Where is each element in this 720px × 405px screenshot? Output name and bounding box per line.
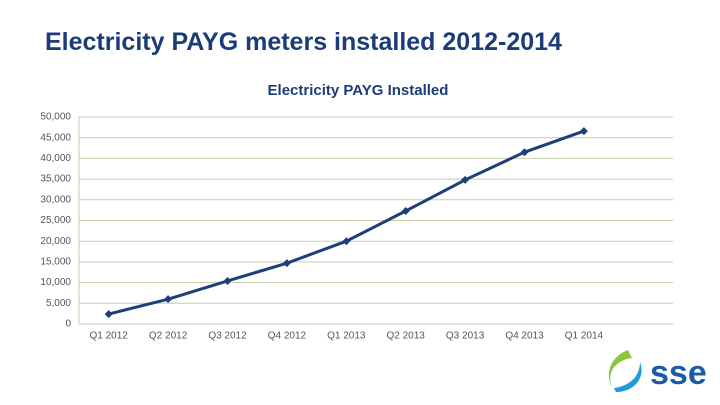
data-point [579,127,588,136]
logo-swirl [614,362,642,392]
x-tick-label: Q2 2012 [149,331,188,342]
y-tick-label: 45,000 [40,132,71,143]
logo-text: sse [650,354,707,392]
x-tick-label: Q1 2012 [90,331,129,342]
y-tick-label: 0 [65,319,71,330]
data-point [104,310,113,319]
x-tick-label: Q4 2012 [268,331,307,342]
x-tick-label: Q2 2013 [387,331,426,342]
chart-title: Electricity PAYG Installed [268,82,449,99]
slide-title: Electricity PAYG meters installed 2012-2… [45,28,562,56]
y-tick-label: 10,000 [40,277,71,288]
y-tick-label: 40,000 [40,153,71,164]
data-point [461,175,470,184]
y-tick-label: 30,000 [40,194,71,205]
data-point [282,259,291,268]
y-tick-label: 15,000 [40,257,71,268]
x-tick-label: Q1 2014 [565,331,604,342]
logo: sse [608,350,707,392]
data-point [520,148,529,157]
x-tick-label: Q3 2013 [446,331,485,342]
y-tick-label: 50,000 [40,112,71,123]
data-point [342,237,351,246]
x-tick-label: Q3 2012 [208,331,247,342]
y-tick-label: 35,000 [40,174,71,185]
data-point [223,276,232,285]
data-point [401,206,410,215]
y-tick-label: 25,000 [40,215,71,226]
y-tick-label: 20,000 [40,236,71,247]
x-tick-label: Q4 2013 [505,331,544,342]
x-tick-label: Q1 2013 [327,331,366,342]
data-point [164,295,173,304]
logo-swirl [608,350,632,388]
y-tick-label: 5,000 [46,298,71,309]
